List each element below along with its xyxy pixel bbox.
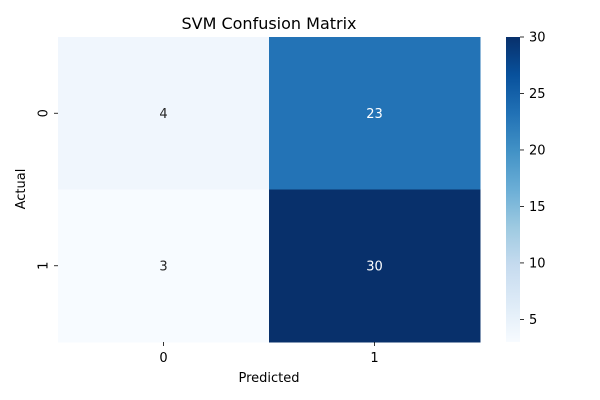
colorbar-tick-label: 25 [529, 87, 546, 102]
y-axis-ticks: 01 [37, 109, 58, 270]
x-tick-label: 0 [159, 351, 167, 366]
colorbar-tick-label: 5 [529, 313, 537, 328]
heatmap-cell-0-0 [58, 37, 270, 190]
cell-value-label-0-0: 4 [159, 107, 167, 122]
heatmap-cell-1-0 [58, 189, 270, 343]
colorbar-tick-label: 10 [529, 256, 546, 271]
colorbar-tick-label: 15 [529, 200, 546, 215]
colorbar-tick-label: 20 [529, 143, 546, 158]
colorbar-ticks: 5 10 15 20 25 30 [520, 31, 546, 328]
heatmap-cells [58, 37, 481, 343]
heatmap-cell-1-1 [269, 189, 481, 343]
cell-value-label-1-0: 3 [159, 259, 167, 274]
colorbar-tick-label: 30 [529, 31, 546, 46]
y-tick-label: 1 [37, 262, 52, 270]
x-axis-label: Predicted [238, 371, 299, 386]
colorbar [506, 37, 520, 342]
chart-title: SVM Confusion Matrix [181, 14, 356, 33]
heatmap-cell-0-1 [269, 37, 481, 190]
y-tick-label: 0 [37, 109, 52, 117]
cell-value-label-0-1: 23 [366, 107, 383, 122]
y-axis-label: Actual [14, 169, 29, 210]
cell-value-label-1-1: 30 [366, 259, 383, 274]
x-tick-label: 1 [370, 351, 378, 366]
heatmap-cell-labels: 4 23 3 30 [159, 107, 382, 275]
